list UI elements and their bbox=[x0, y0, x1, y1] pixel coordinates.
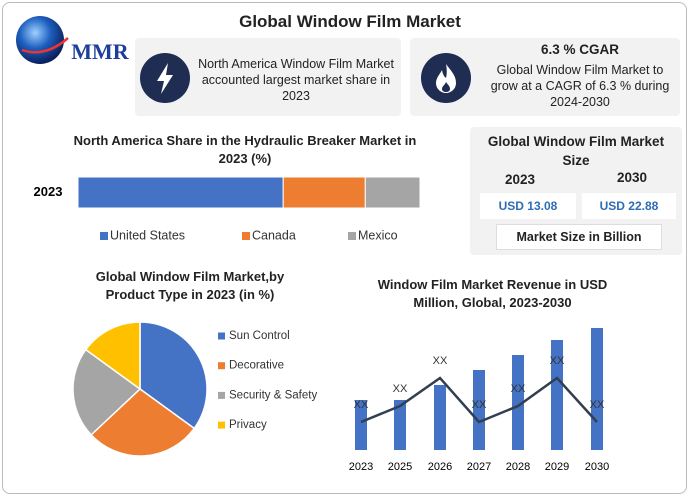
size-value: USD 22.88 bbox=[582, 193, 676, 219]
legend-swatch bbox=[218, 421, 225, 429]
data-label: XX bbox=[393, 383, 408, 395]
data-label: XX bbox=[511, 383, 526, 395]
year-label: 2030 bbox=[616, 170, 648, 185]
legend-label: Mexico bbox=[358, 228, 398, 242]
logo-globe bbox=[16, 16, 64, 64]
data-label: XX bbox=[354, 399, 369, 411]
logo-text: MMR bbox=[71, 39, 130, 64]
bar bbox=[355, 400, 367, 450]
y-tick-label: 2023 bbox=[34, 184, 63, 199]
bar-segment bbox=[364, 176, 421, 209]
legend-swatch bbox=[100, 232, 108, 240]
bar bbox=[512, 355, 524, 450]
data-label: XX bbox=[472, 399, 487, 411]
data-label: XX bbox=[550, 355, 565, 367]
legend-label: Privacy bbox=[229, 419, 267, 431]
data-label: XX bbox=[590, 399, 605, 411]
legend-label: Canada bbox=[252, 228, 296, 242]
x-tick-label: 2026 bbox=[428, 461, 452, 473]
legend-label: Security & Safety bbox=[229, 389, 317, 401]
x-tick-label: 2023 bbox=[349, 461, 373, 473]
pie-slice bbox=[72, 348, 142, 436]
card-title: 6.3 % CGAR bbox=[540, 42, 620, 57]
chart-title: North America Share in the Hydraulic Bre… bbox=[73, 133, 417, 166]
year-label: 2023 bbox=[504, 172, 536, 187]
card-text: Global Window Film Market to grow at a C… bbox=[490, 63, 670, 109]
legend-label: Decorative bbox=[229, 360, 284, 372]
bar bbox=[434, 385, 446, 450]
chart-title: Global Window Film Market,by Product Typ… bbox=[95, 269, 285, 302]
page-title: Global Window Film Market bbox=[239, 12, 461, 31]
legend-swatch bbox=[218, 391, 225, 399]
info-card: 6.3 % CGAR Global Window Film Market to … bbox=[410, 38, 680, 116]
x-tick-label: 2029 bbox=[545, 461, 569, 473]
line bbox=[360, 376, 598, 424]
market-size-title: Global Window Film Market Size bbox=[487, 134, 665, 168]
x-tick-label: 2030 bbox=[585, 461, 609, 473]
card-icon bbox=[140, 53, 190, 103]
size-value: USD 13.08 bbox=[480, 193, 576, 219]
legend-label: United States bbox=[110, 228, 185, 242]
legend-swatch bbox=[218, 362, 225, 370]
chart-title: Window Film Market Revenue in USD Millio… bbox=[377, 277, 608, 310]
card-text: North America Window Film Market account… bbox=[198, 57, 394, 103]
bar bbox=[551, 340, 563, 450]
legend-label: Sun Control bbox=[229, 330, 290, 342]
bar-segment bbox=[77, 176, 284, 209]
card-icon bbox=[421, 53, 471, 103]
legend-swatch bbox=[218, 332, 225, 340]
bar bbox=[473, 370, 485, 450]
legend-swatch bbox=[242, 232, 250, 240]
market-size-box: Global Window Film Market Size 2023 2030… bbox=[470, 127, 682, 255]
frame bbox=[2, 2, 687, 494]
pie-slice bbox=[90, 388, 196, 457]
unit-label: Market Size in Billion bbox=[496, 224, 662, 250]
legend-swatch bbox=[348, 232, 356, 240]
x-tick-label: 2027 bbox=[467, 461, 491, 473]
x-tick-label: 2028 bbox=[506, 461, 530, 473]
data-label: XX bbox=[433, 355, 448, 367]
pie-slice bbox=[84, 321, 141, 391]
bar bbox=[591, 328, 603, 450]
info-card: North America Window Film Market account… bbox=[135, 38, 401, 116]
x-tick-label: 2025 bbox=[388, 461, 412, 473]
bar bbox=[394, 400, 406, 450]
pie-slice bbox=[139, 321, 208, 430]
logo-swoosh bbox=[21, 37, 69, 54]
bar-segment bbox=[282, 176, 366, 209]
